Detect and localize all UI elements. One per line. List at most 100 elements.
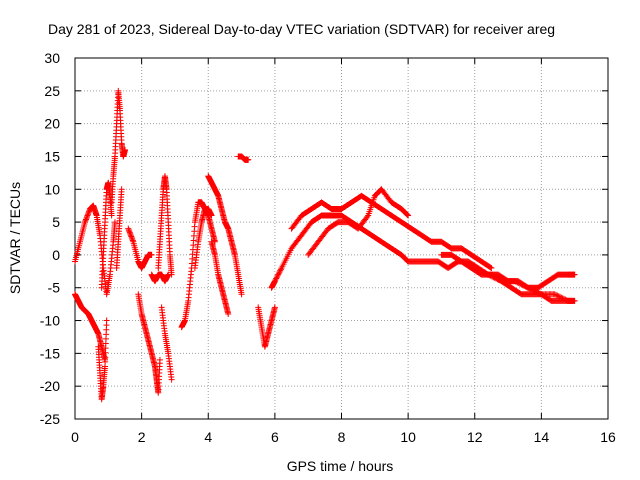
data-point bbox=[275, 271, 282, 278]
y-tick-label: 20 bbox=[44, 116, 60, 132]
data-point bbox=[529, 286, 536, 293]
data-point bbox=[490, 274, 497, 281]
series-trace-11 bbox=[158, 304, 175, 383]
series-trace-10 bbox=[148, 271, 172, 285]
x-tick-label: 2 bbox=[138, 429, 146, 445]
data-point bbox=[527, 286, 534, 293]
data-point bbox=[494, 276, 501, 283]
data-point bbox=[493, 275, 500, 282]
y-tick-label: 0 bbox=[52, 247, 60, 263]
data-point bbox=[403, 211, 410, 218]
axis-ticks: 0 2 4 6 8 10 12 14 16 -25 -20 -15 -10 -5 0 5 10 15 20 25 30 bbox=[40, 50, 616, 445]
series-trace-5 bbox=[108, 87, 128, 206]
data-point bbox=[571, 297, 578, 304]
data-point bbox=[517, 280, 524, 287]
data-point bbox=[571, 271, 578, 278]
y-tick-label: 10 bbox=[44, 181, 60, 197]
data-point bbox=[103, 317, 110, 324]
data-point bbox=[274, 272, 281, 279]
data-point bbox=[555, 293, 562, 300]
data-point bbox=[557, 293, 564, 300]
series-trace-9 bbox=[155, 173, 175, 278]
x-tick-label: 6 bbox=[271, 429, 279, 445]
data-point bbox=[126, 228, 133, 235]
x-tick-label: 8 bbox=[338, 429, 346, 445]
data-point bbox=[156, 356, 163, 363]
data-point bbox=[271, 304, 278, 311]
data-point bbox=[473, 265, 480, 272]
data-point bbox=[478, 268, 485, 275]
data-point bbox=[108, 212, 115, 219]
data-point bbox=[487, 264, 494, 271]
data-point bbox=[273, 275, 280, 282]
series-trace-19 bbox=[288, 192, 495, 272]
data-point bbox=[488, 265, 495, 272]
data-point bbox=[276, 268, 283, 275]
x-axis-title: GPS time / hours bbox=[287, 458, 394, 474]
data-point bbox=[515, 280, 522, 287]
data-point bbox=[364, 213, 371, 220]
series-trace-4 bbox=[98, 179, 115, 291]
data-point bbox=[561, 295, 568, 302]
data-point bbox=[559, 295, 566, 302]
data-point bbox=[127, 232, 134, 239]
data-point bbox=[238, 291, 245, 298]
data-point bbox=[526, 285, 533, 292]
data-point bbox=[554, 292, 561, 299]
series-trace-18 bbox=[268, 212, 412, 291]
x-tick-label: 16 bbox=[600, 429, 616, 445]
chart-title: Day 281 of 2023, Sidereal Day-to-day VTE… bbox=[48, 21, 555, 37]
data-point bbox=[530, 287, 537, 294]
y-tick-label: 30 bbox=[44, 50, 60, 66]
data-point bbox=[481, 269, 488, 276]
data-point bbox=[165, 271, 172, 278]
data-point bbox=[486, 272, 493, 279]
series-trace-3 bbox=[95, 317, 110, 403]
data-point bbox=[497, 277, 504, 284]
data-point bbox=[519, 282, 526, 289]
data-point bbox=[479, 268, 486, 275]
data-point bbox=[534, 289, 541, 296]
data-point bbox=[111, 219, 118, 226]
data-points bbox=[72, 87, 578, 403]
y-tick-label: -20 bbox=[40, 378, 60, 394]
series-trace-8 bbox=[135, 291, 163, 396]
data-point bbox=[245, 156, 252, 163]
grid-lines bbox=[75, 58, 608, 419]
data-point bbox=[518, 281, 525, 288]
data-point bbox=[477, 267, 484, 274]
series-trace-13 bbox=[191, 205, 215, 272]
x-tick-label: 4 bbox=[204, 429, 212, 445]
data-point bbox=[118, 186, 125, 193]
data-point bbox=[525, 284, 532, 291]
x-tick-label: 12 bbox=[467, 429, 483, 445]
data-point bbox=[487, 272, 494, 279]
y-tick-label: 15 bbox=[44, 148, 60, 164]
data-point bbox=[208, 212, 215, 219]
y-tick-label: -25 bbox=[40, 411, 60, 427]
data-point bbox=[531, 288, 538, 295]
y-tick-label: -15 bbox=[40, 345, 60, 361]
series-trace-20 bbox=[305, 186, 412, 258]
data-point bbox=[558, 294, 565, 301]
data-point bbox=[482, 270, 489, 277]
data-point bbox=[483, 270, 490, 277]
x-tick-label: 0 bbox=[71, 429, 79, 445]
data-point bbox=[485, 271, 492, 278]
data-point bbox=[404, 211, 411, 218]
data-point bbox=[491, 274, 498, 281]
data-point bbox=[474, 266, 481, 273]
series-trace-15 bbox=[208, 238, 232, 317]
data-point bbox=[537, 290, 544, 297]
data-point bbox=[148, 251, 155, 258]
data-point bbox=[225, 310, 232, 317]
x-tick-label: 10 bbox=[400, 429, 416, 445]
x-tick-label: 14 bbox=[534, 429, 550, 445]
data-point bbox=[121, 146, 128, 153]
series-trace-1 bbox=[72, 202, 118, 298]
data-point bbox=[272, 276, 279, 283]
y-tick-label: -10 bbox=[40, 313, 60, 329]
series-trace-6 bbox=[113, 186, 125, 272]
series-trace-23 bbox=[471, 265, 578, 304]
